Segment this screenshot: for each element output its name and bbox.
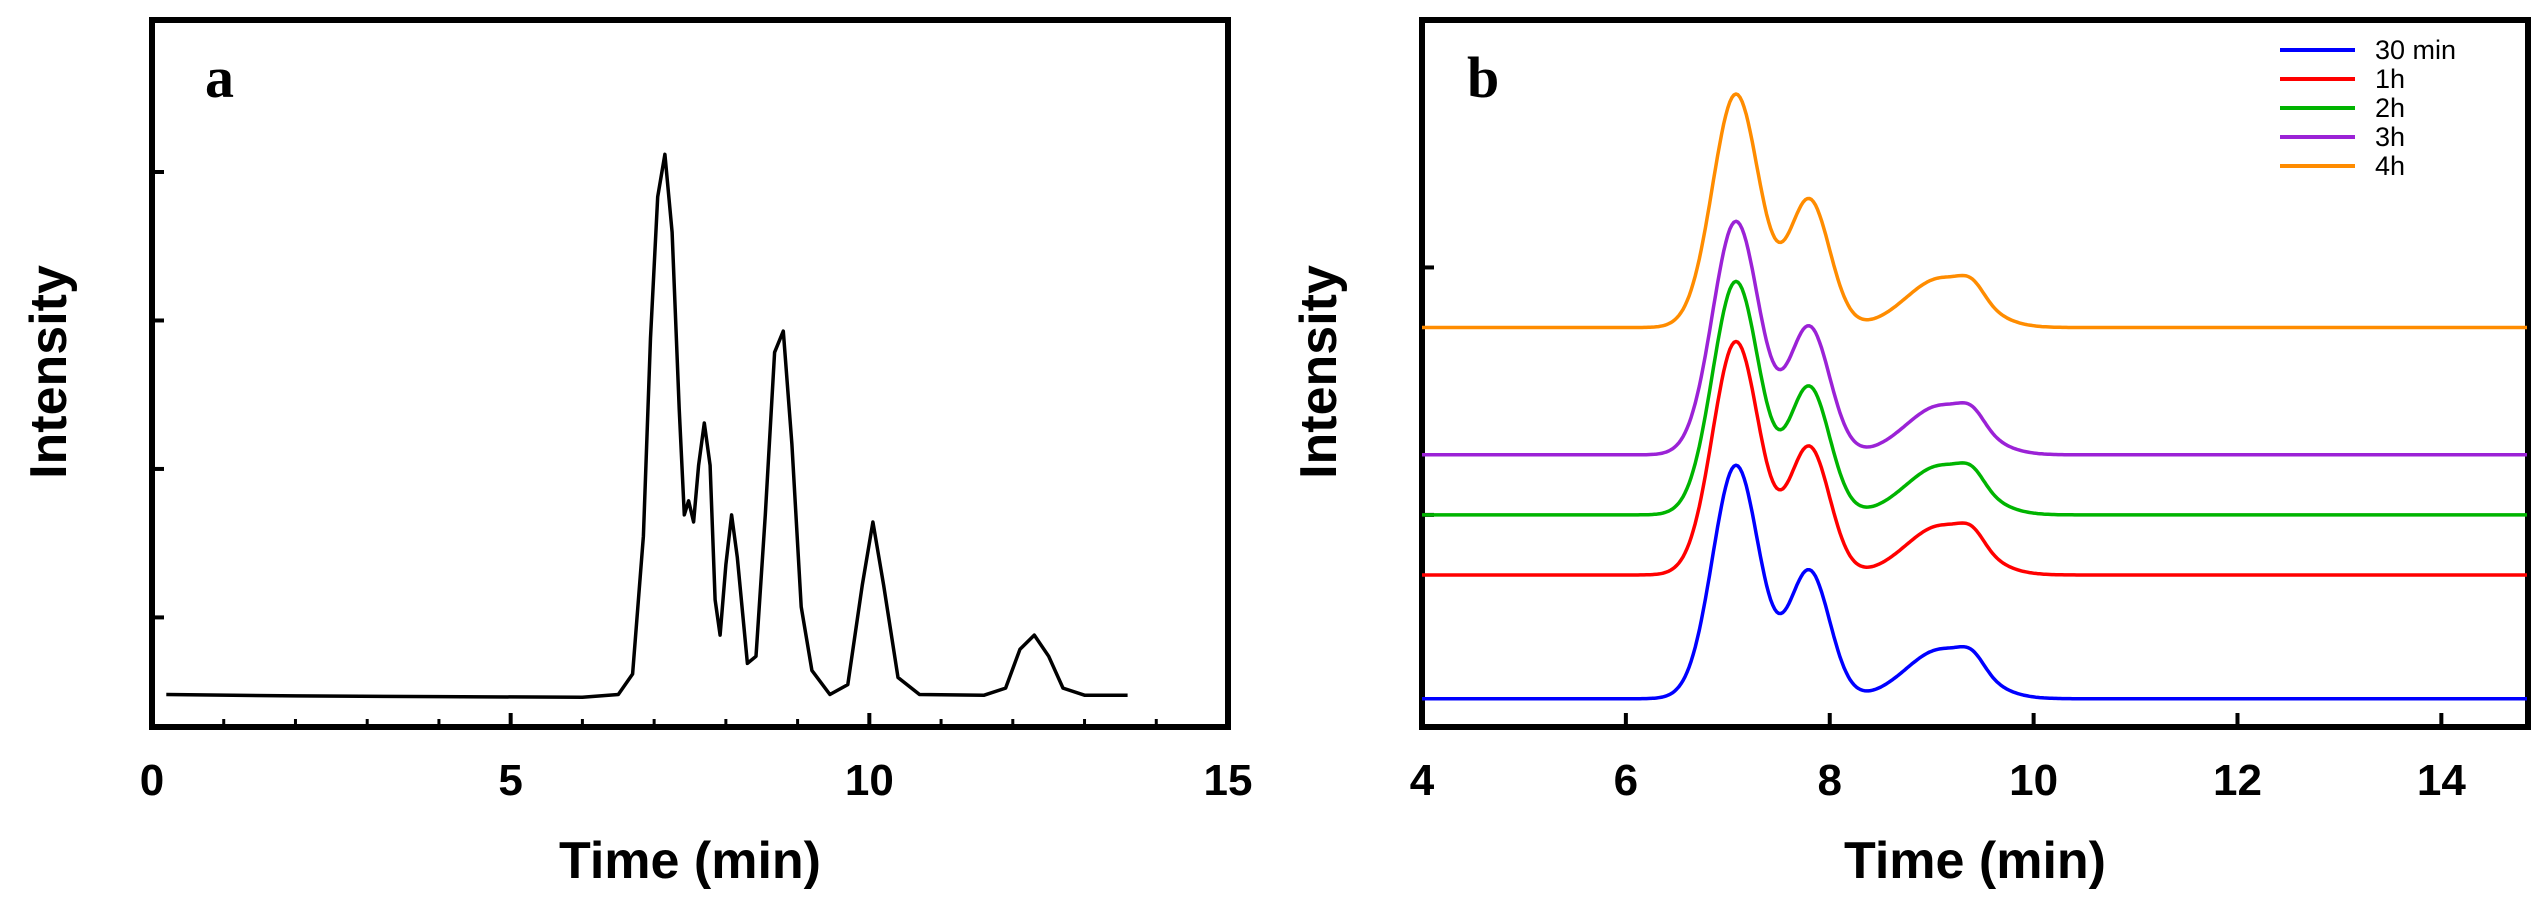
plot-frame-b [1419,17,2531,730]
series-line-0 [1422,463,2527,701]
x-tick-label-b: 4 [1410,756,1435,805]
series-line-1 [1422,339,2527,577]
panel-letter-a: a [205,45,234,110]
y-axis-title-b: Intensity [1290,265,1348,479]
panel-letter-b: b [1467,45,1499,110]
x-axis-title-b: Time (min) [1844,832,2106,890]
series-lines-b [1422,92,2527,701]
x-ticks-b: 4 6 8 10 12 14 [1410,713,2466,805]
x-axis-title-a: Time (min) [559,832,821,890]
series-line-3 [1422,219,2527,457]
panel-a: a 0 5 10 15 Time (min) Intensity [20,17,1253,890]
x-tick-label-b: 8 [1817,756,1841,805]
x-tick-label-b: 10 [2009,756,2058,805]
x-tick-label-b: 6 [1614,756,1638,805]
series-line-2 [1422,279,2527,517]
legend-label: 4h [2375,151,2405,181]
plot-frame-a [149,17,1231,730]
legend-label: 3h [2375,122,2405,152]
y-axis-title-a: Intensity [20,265,78,479]
legend-label: 30 min [2375,35,2456,65]
x-tick-label-b: 14 [2417,756,2466,805]
x-ticks-a: 0 5 10 15 [140,713,1253,805]
x-tick-label-a: 0 [140,756,164,805]
x-tick-label-a: 15 [1204,756,1253,805]
x-tick-label-a: 5 [498,756,522,805]
legend-label: 2h [2375,93,2405,123]
x-tick-label-b: 12 [2213,756,2262,805]
legend-label: 1h [2375,64,2405,94]
x-tick-label-a: 10 [845,756,894,805]
y-ticks-a [152,170,164,620]
series-lines-a [166,152,1128,700]
series-line-chromatogram [166,152,1128,700]
series-line-4 [1422,92,2527,330]
